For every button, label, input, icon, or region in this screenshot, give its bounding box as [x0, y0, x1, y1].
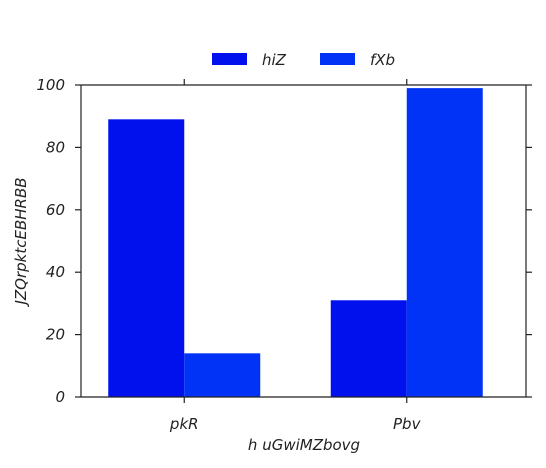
y-ticks-group: 0 20 40 60 80 100: [36, 76, 532, 406]
legend-swatch-hiZ: [212, 53, 247, 65]
bar-fXb-Pbv: [406, 88, 483, 398]
legend: hiZ fXb: [212, 51, 395, 69]
legend-label-fXb: fXb: [370, 51, 395, 69]
y-axis-title: JZQrpktcEBHRBB: [12, 177, 30, 307]
y-tick-label: 100: [36, 76, 65, 94]
y-tick-label: 60: [46, 201, 65, 219]
y-tick-label: 0: [55, 388, 65, 406]
axes-group: [80, 84, 527, 398]
y-tick-label: 40: [46, 263, 65, 281]
y-tick-label: 20: [46, 326, 65, 344]
x-axis-title: h uGwiMZbovg: [248, 436, 360, 454]
x-tick-label: Pbv: [393, 415, 422, 433]
x-ticks-group: pkR Pbv: [169, 79, 422, 433]
legend-label-hiZ: hiZ: [262, 51, 287, 69]
legend-swatch-fXb: [320, 53, 355, 65]
y-tick-label: 80: [46, 138, 65, 156]
bar-hiZ-Pbv: [330, 300, 407, 397]
bars-group: [108, 88, 483, 398]
bar-fXb-pkR: [184, 353, 261, 397]
bar-hiZ-pkR: [108, 119, 185, 397]
x-tick-label: pkR: [169, 415, 199, 433]
